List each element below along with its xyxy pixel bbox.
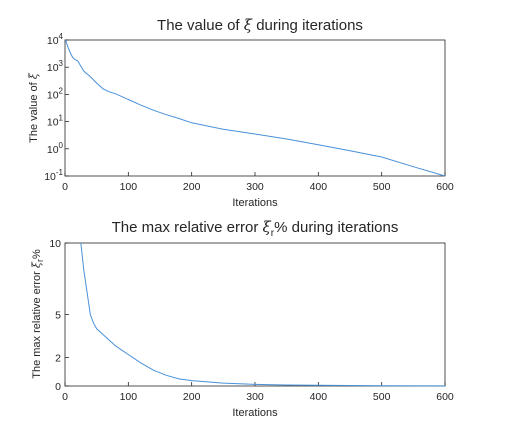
- y-tick-label: 103: [47, 59, 64, 74]
- x-tick-label: 100: [120, 181, 138, 193]
- x-tick-label: 400: [310, 181, 328, 193]
- x-tick-label: 600: [436, 181, 454, 193]
- y-tick-label: 5: [55, 310, 61, 322]
- x-tick-label: 0: [62, 391, 68, 403]
- chart-title-error: The max relative error ξr% during iterat…: [112, 218, 399, 239]
- y-tick-label: 102: [47, 86, 64, 101]
- x-tick-label: 600: [436, 391, 454, 403]
- x-tick-label: 200: [183, 391, 201, 403]
- plot-area-xi: [64, 39, 446, 177]
- y-axis-ticks: 0 2 5 10: [49, 238, 69, 393]
- y-axis-ticks: 10-1 100 101 102 103 104: [44, 32, 69, 183]
- x-axis-ticks: 0 100 200 300 400 500 600: [62, 172, 454, 193]
- series-line-error: [80, 242, 446, 387]
- series-line-xi: [65, 39, 446, 177]
- y-tick-label: 104: [47, 32, 64, 47]
- y-tick-label: 0: [55, 381, 61, 393]
- panel-xi-value: The value of ξ during iterations 0 100 200…: [27, 16, 454, 209]
- x-tick-label: 0: [62, 181, 68, 193]
- y-tick-label: 101: [47, 114, 64, 129]
- x-tick-label: 300: [246, 391, 264, 403]
- y-tick-label: 10-1: [44, 168, 63, 183]
- chart-title-xi: The value of ξ during iterations: [157, 16, 363, 34]
- y-tick-label: 10: [49, 238, 61, 250]
- x-axis-label: Iterations: [232, 197, 278, 209]
- y-axis-label: The value of ξ: [27, 72, 40, 143]
- x-axis-label: Iterations: [232, 407, 278, 419]
- x-tick-label: 100: [120, 391, 138, 403]
- y-tick-label: 2: [55, 352, 61, 364]
- x-tick-label: 200: [183, 181, 201, 193]
- x-tick-label: 500: [373, 391, 391, 403]
- x-tick-label: 400: [310, 391, 328, 403]
- y-tick-label: 100: [47, 141, 64, 156]
- y-axis-label: The max relative error ξr%: [30, 249, 45, 379]
- x-tick-label: 300: [246, 181, 264, 193]
- x-tick-label: 500: [373, 181, 391, 193]
- x-axis-ticks: 0 100 200 300 400 500 600: [62, 382, 454, 403]
- plot-area-error: [64, 242, 446, 387]
- panel-relative-error: The max relative error ξr% during iterat…: [30, 218, 454, 419]
